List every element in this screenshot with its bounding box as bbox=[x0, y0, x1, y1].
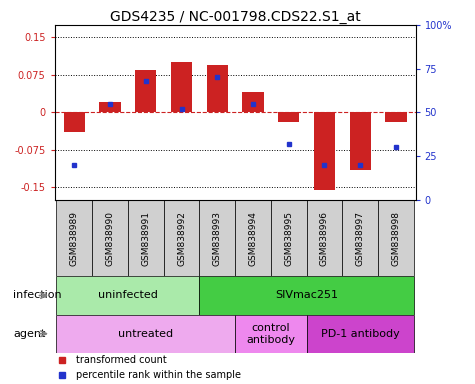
Text: GSM838993: GSM838993 bbox=[213, 210, 222, 266]
Bar bbox=[378, 200, 414, 276]
Title: GDS4235 / NC-001798.CDS22.S1_at: GDS4235 / NC-001798.CDS22.S1_at bbox=[110, 10, 361, 24]
Text: transformed count: transformed count bbox=[76, 355, 167, 365]
Text: infection: infection bbox=[13, 290, 62, 300]
Text: GSM838991: GSM838991 bbox=[141, 210, 150, 266]
Bar bbox=[271, 200, 306, 276]
Bar bbox=[200, 276, 414, 314]
Bar bbox=[207, 65, 228, 113]
Text: GSM838990: GSM838990 bbox=[105, 210, 114, 266]
Bar bbox=[342, 200, 378, 276]
Text: agent: agent bbox=[13, 329, 46, 339]
Bar bbox=[235, 200, 271, 276]
Bar bbox=[314, 113, 335, 190]
Bar bbox=[200, 200, 235, 276]
Bar bbox=[92, 200, 128, 276]
Bar bbox=[57, 276, 200, 314]
Bar bbox=[306, 314, 414, 353]
Bar bbox=[171, 63, 192, 113]
Text: percentile rank within the sample: percentile rank within the sample bbox=[76, 370, 241, 380]
Bar bbox=[57, 314, 235, 353]
Bar bbox=[99, 103, 121, 113]
Bar bbox=[235, 314, 306, 353]
Text: GSM838992: GSM838992 bbox=[177, 211, 186, 265]
Bar bbox=[278, 113, 299, 122]
Bar bbox=[242, 93, 264, 113]
Text: GSM838998: GSM838998 bbox=[391, 210, 400, 266]
Bar bbox=[57, 200, 92, 276]
Bar bbox=[128, 200, 164, 276]
Text: GSM838994: GSM838994 bbox=[248, 211, 257, 265]
Text: untreated: untreated bbox=[118, 329, 173, 339]
Text: GSM838995: GSM838995 bbox=[284, 210, 293, 266]
Text: control
antibody: control antibody bbox=[247, 323, 295, 344]
Text: GSM838997: GSM838997 bbox=[356, 210, 365, 266]
Bar bbox=[385, 113, 407, 122]
Text: uninfected: uninfected bbox=[98, 290, 158, 300]
Text: GSM838989: GSM838989 bbox=[70, 210, 79, 266]
Bar bbox=[64, 113, 85, 132]
Bar bbox=[135, 70, 156, 113]
Text: PD-1 antibody: PD-1 antibody bbox=[321, 329, 399, 339]
Bar bbox=[306, 200, 342, 276]
Text: GSM838996: GSM838996 bbox=[320, 210, 329, 266]
Bar bbox=[350, 113, 371, 170]
Bar bbox=[164, 200, 200, 276]
Text: SIVmac251: SIVmac251 bbox=[275, 290, 338, 300]
